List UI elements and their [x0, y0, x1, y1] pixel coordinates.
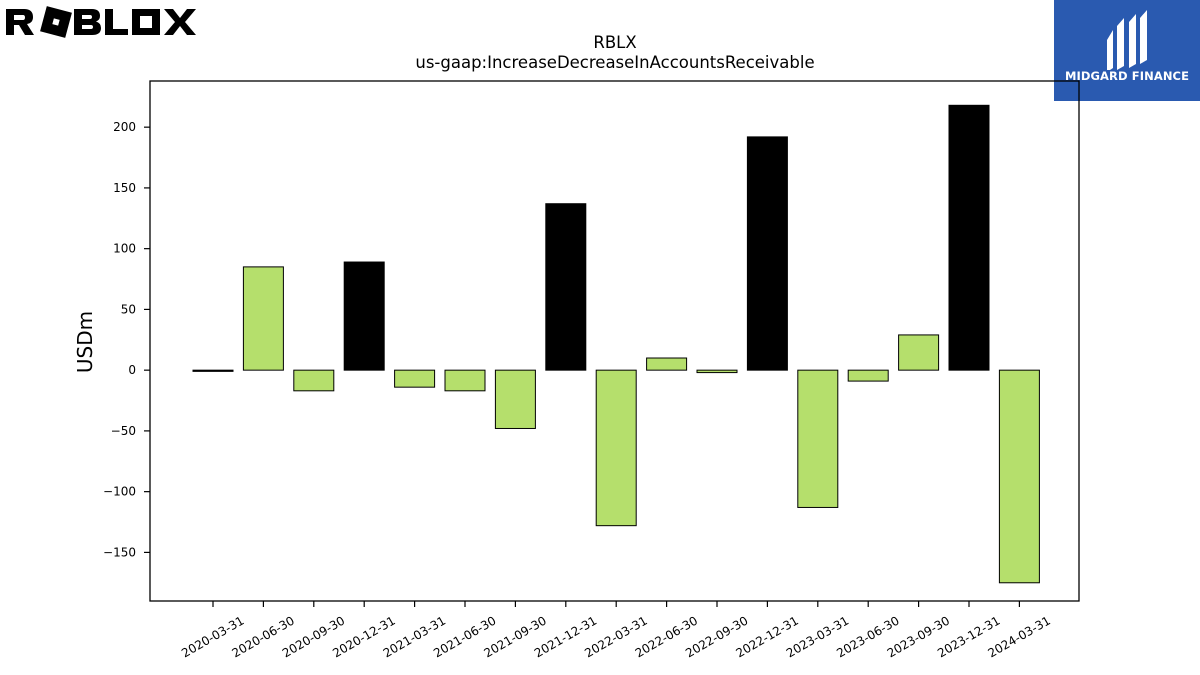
chart-subtitle: us-gaap:IncreaseDecreaseInAccountsReceiv… — [415, 53, 814, 72]
bars — [192, 104, 1040, 584]
y-axis-label: USDm — [73, 311, 97, 373]
bar-2024-03-31 — [998, 369, 1040, 584]
y-tick-label: 100 — [113, 242, 136, 256]
roblox-logo-mark — [6, 6, 196, 38]
bar-2023-12-31 — [948, 104, 990, 371]
y-tick-label: 50 — [121, 302, 136, 316]
plot-frame — [149, 80, 1080, 602]
bar-2023-06-30 — [847, 369, 889, 382]
bar-2022-09-30 — [696, 369, 738, 374]
bar-2021-12-31 — [545, 203, 587, 371]
roblox-logo — [4, 5, 199, 43]
y-tick-label: −150 — [103, 545, 136, 559]
bar-2023-09-30 — [898, 334, 940, 371]
bar-2021-06-30 — [444, 369, 486, 392]
bar-2022-12-31 — [746, 136, 788, 371]
midgard-emblem-icon — [1107, 10, 1147, 70]
y-tick-label: −50 — [111, 424, 136, 438]
y-tick-label: 150 — [113, 181, 136, 195]
bar-2020-06-30 — [242, 266, 284, 371]
midgard-finance-wordmark: MIDGARD FINANCE — [1064, 69, 1190, 83]
bar-2020-03-31 — [192, 369, 234, 372]
bar-2022-03-31 — [595, 369, 637, 527]
chart-title: RBLX — [593, 33, 636, 52]
bar-2023-03-31 — [797, 369, 839, 508]
y-tick-label: 200 — [113, 120, 136, 134]
bar-2020-12-31 — [343, 261, 385, 371]
midgard-finance-logo: MIDGARD FINANCE — [1054, 0, 1200, 101]
bar-2022-06-30 — [646, 357, 688, 371]
x-axis-ticks: 2020-03-312020-06-302020-09-302020-12-31… — [179, 601, 1053, 660]
bar-2021-03-31 — [394, 369, 436, 388]
y-tick-label: −100 — [103, 485, 136, 499]
y-tick-label: 0 — [128, 363, 136, 377]
y-axis-ticks: −150 −100 −50 0 50 100 150 200 — [103, 120, 150, 559]
bar-2020-09-30 — [293, 369, 335, 392]
bar-2021-09-30 — [494, 369, 536, 429]
